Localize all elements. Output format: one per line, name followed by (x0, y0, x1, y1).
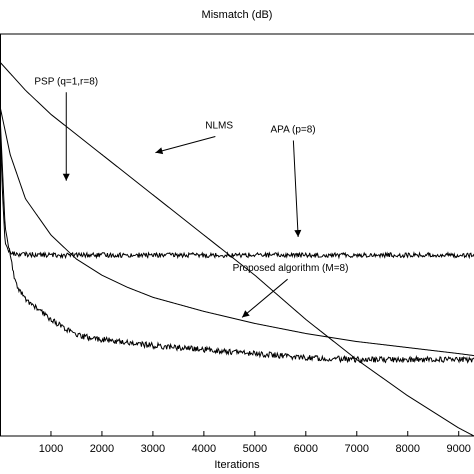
series-line-proposed-algorithm-m-8 (0, 114, 474, 364)
x-tick-label: 4000 (192, 443, 216, 455)
annotation-arrowhead (294, 229, 302, 238)
annotation-arrow (241, 278, 288, 318)
x-tick-layer: 1000 2000 3000 4000 5000 6000 7000 8000 9000 (39, 431, 471, 455)
x-tick-label: 1000 (39, 443, 63, 455)
series-line-psp-q-1-r-8 (0, 106, 474, 357)
x-tick-label: 2000 (90, 443, 114, 455)
annotation-proposed-algorithm-m-8: Proposed algorithm (M=8) (233, 263, 349, 274)
chart-title: Mismatch (dB) (202, 9, 273, 21)
annotation-arrowhead (62, 173, 70, 181)
x-tick-label: 3000 (141, 443, 165, 455)
annotation-layer: PSP (q=1,r=8) NLMS APA (p=8) Proposed algor… (34, 76, 349, 318)
x-tick-label: 9000 (446, 443, 470, 455)
annotation-psp-q-1-r-8: PSP (q=1,r=8) (34, 76, 98, 87)
x-axis-label: Iterations (214, 459, 260, 471)
annotation-arrow (292, 140, 299, 238)
annotation-apa-p-8: APA (p=8) (271, 124, 316, 135)
x-tick-label: 5000 (243, 443, 267, 455)
series-line-nlms (0, 61, 474, 437)
annotation-arrowhead (242, 310, 250, 318)
annotation-arrowhead (155, 147, 164, 155)
series-line-apa-p-8 (0, 122, 474, 260)
x-tick-label: 8000 (395, 443, 419, 455)
series-layer (0, 61, 474, 437)
x-tick-label: 7000 (345, 443, 369, 455)
annotation-nlms: NLMS (205, 120, 233, 131)
x-tick-label: 6000 (294, 443, 318, 455)
annotation-arrow (155, 135, 216, 154)
